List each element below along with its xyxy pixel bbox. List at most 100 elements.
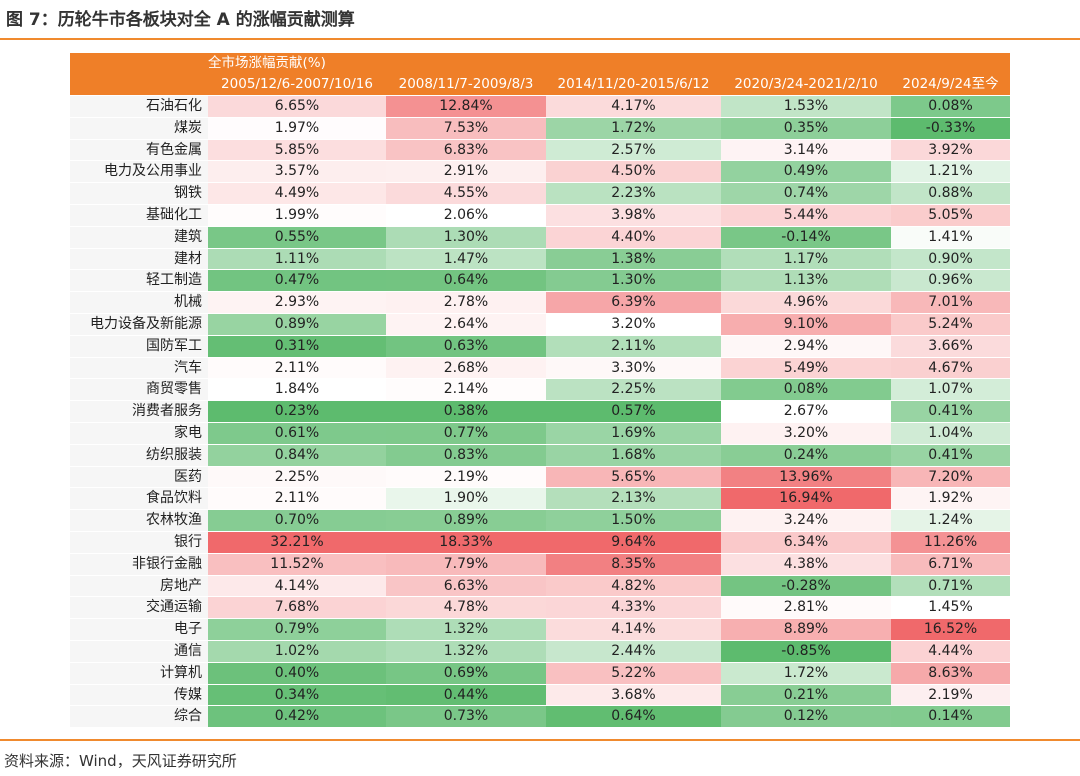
contribution-cell: 0.12%: [721, 706, 891, 729]
sector-name: 商贸零售: [70, 379, 208, 402]
contribution-cell: 1.17%: [721, 248, 891, 271]
contribution-cell: 4.44%: [891, 640, 1011, 663]
title-divider: [0, 38, 1080, 40]
contribution-cell: 2.94%: [721, 335, 891, 358]
header-corner-2: [70, 74, 208, 96]
contribution-cell: 0.14%: [891, 706, 1011, 729]
contribution-cell: 0.35%: [721, 117, 891, 140]
contribution-cell: -0.33%: [891, 117, 1011, 140]
column-header-period-5: 2024/9/24至今: [891, 74, 1011, 96]
sector-name: 煤炭: [70, 117, 208, 140]
sector-name: 钢铁: [70, 183, 208, 205]
footer-divider: [0, 739, 1080, 741]
contribution-cell: 3.20%: [721, 422, 891, 445]
contribution-cell: 1.72%: [721, 662, 891, 685]
contribution-cell: 1.72%: [546, 117, 721, 140]
contribution-cell: 0.89%: [386, 510, 546, 532]
table-row: 传媒 0.34% 0.44% 3.68% 0.21% 2.19%: [70, 684, 1011, 707]
contribution-cell: 0.69%: [386, 662, 546, 685]
table-row: 通信 1.02% 1.32% 2.44% -0.85% 4.44%: [70, 640, 1011, 663]
contribution-cell: 32.21%: [208, 531, 386, 554]
contribution-cell: 3.30%: [546, 357, 721, 380]
contribution-cell: 0.08%: [891, 96, 1011, 118]
contribution-cell: 7.53%: [386, 117, 546, 140]
sector-name: 建筑: [70, 226, 208, 249]
contribution-cell: 3.98%: [546, 204, 721, 227]
contribution-cell: 4.40%: [546, 226, 721, 249]
contribution-cell: 2.91%: [386, 161, 546, 184]
sector-name: 基础化工: [70, 204, 208, 227]
sector-name: 电力设备及新能源: [70, 313, 208, 336]
contribution-cell: 1.04%: [891, 422, 1011, 445]
figure-title: 图 7：历轮牛市各板块对全 A 的涨幅贡献测算: [6, 10, 355, 30]
contribution-cell: 6.65%: [208, 96, 386, 118]
contribution-cell: 1.41%: [891, 226, 1011, 249]
contribution-cell: 8.63%: [891, 662, 1011, 685]
table-row: 轻工制造 0.47% 0.64% 1.30% 1.13% 0.96%: [70, 270, 1011, 293]
contribution-cell: 8.35%: [546, 553, 721, 576]
contribution-cell: 7.20%: [891, 466, 1011, 489]
table-body: 石油石化 6.65% 12.84% 4.17% 1.53% 0.08% 煤炭 1.97% 7.5…: [70, 96, 1011, 729]
contribution-cell: 2.13%: [546, 488, 721, 511]
table-row: 建筑 0.55% 1.30% 4.40% -0.14% 1.41%: [70, 226, 1011, 249]
contribution-cell: 0.31%: [208, 335, 386, 358]
sector-name: 汽车: [70, 357, 208, 380]
contribution-cell: 2.57%: [546, 139, 721, 162]
table-row: 非银行金融 11.52% 7.79% 8.35% 4.38% 6.71%: [70, 553, 1011, 576]
table-row: 消费者服务 0.23% 0.38% 0.57% 2.67% 0.41%: [70, 401, 1011, 423]
contribution-cell: 11.26%: [891, 531, 1011, 554]
table-row: 汽车 2.11% 2.68% 3.30% 5.49% 4.67%: [70, 357, 1011, 380]
contribution-cell: 3.57%: [208, 161, 386, 184]
table-row: 国防军工 0.31% 0.63% 2.11% 2.94% 3.66%: [70, 335, 1011, 358]
contribution-cell: 2.06%: [386, 204, 546, 227]
contribution-cell: 2.78%: [386, 292, 546, 314]
contribution-cell: 0.89%: [208, 313, 386, 336]
table-row: 银行 32.21% 18.33% 9.64% 6.34% 11.26%: [70, 531, 1011, 554]
table-row: 电力设备及新能源 0.89% 2.64% 3.20% 9.10% 5.24%: [70, 313, 1011, 336]
contribution-cell: 3.20%: [546, 313, 721, 336]
table-row: 纺织服装 0.84% 0.83% 1.68% 0.24% 0.41%: [70, 444, 1011, 467]
table-row: 农林牧渔 0.70% 0.89% 1.50% 3.24% 1.24%: [70, 510, 1011, 532]
sector-name: 消费者服务: [70, 401, 208, 423]
contribution-cell: 3.68%: [546, 684, 721, 707]
contribution-cell: 1.02%: [208, 640, 386, 663]
contribution-cell: 4.49%: [208, 183, 386, 205]
contribution-cell: 0.63%: [386, 335, 546, 358]
contribution-cell: -0.28%: [721, 575, 891, 598]
contribution-cell: 4.96%: [721, 292, 891, 314]
sector-name: 食品饮料: [70, 488, 208, 511]
contribution-cell: 8.89%: [721, 619, 891, 641]
contribution-cell: 0.73%: [386, 706, 546, 729]
contribution-cell: 4.67%: [891, 357, 1011, 380]
sector-name: 轻工制造: [70, 270, 208, 293]
sector-name: 家电: [70, 422, 208, 445]
contribution-cell: 1.13%: [721, 270, 891, 293]
sector-name: 有色金属: [70, 139, 208, 162]
contribution-cell: 16.52%: [891, 619, 1011, 641]
table-row: 有色金属 5.85% 6.83% 2.57% 3.14% 3.92%: [70, 139, 1011, 162]
table-row: 钢铁 4.49% 4.55% 2.23% 0.74% 0.88%: [70, 183, 1011, 205]
sector-name: 通信: [70, 640, 208, 663]
contribution-cell: 0.41%: [891, 444, 1011, 467]
contribution-cell: 3.92%: [891, 139, 1011, 162]
sector-name: 机械: [70, 292, 208, 314]
contribution-cell: 2.67%: [721, 401, 891, 423]
contribution-cell: -0.85%: [721, 640, 891, 663]
contribution-cell: 0.74%: [721, 183, 891, 205]
table-row: 石油石化 6.65% 12.84% 4.17% 1.53% 0.08%: [70, 96, 1011, 118]
sector-name: 传媒: [70, 684, 208, 707]
sector-name: 房地产: [70, 575, 208, 598]
contribution-cell: 0.23%: [208, 401, 386, 423]
contribution-cell: 16.94%: [721, 488, 891, 511]
contribution-cell: 0.42%: [208, 706, 386, 729]
contribution-cell: 5.05%: [891, 204, 1011, 227]
contribution-cell: 1.11%: [208, 248, 386, 271]
contribution-cell: 4.14%: [546, 619, 721, 641]
contribution-cell: 0.77%: [386, 422, 546, 445]
contribution-cell: 5.65%: [546, 466, 721, 489]
contribution-cell: 9.10%: [721, 313, 891, 336]
contribution-cell: 2.14%: [386, 379, 546, 402]
sector-name: 电子: [70, 619, 208, 641]
header-row-group: 全市场涨幅贡献(%): [70, 53, 1011, 74]
contribution-cell: 2.11%: [546, 335, 721, 358]
